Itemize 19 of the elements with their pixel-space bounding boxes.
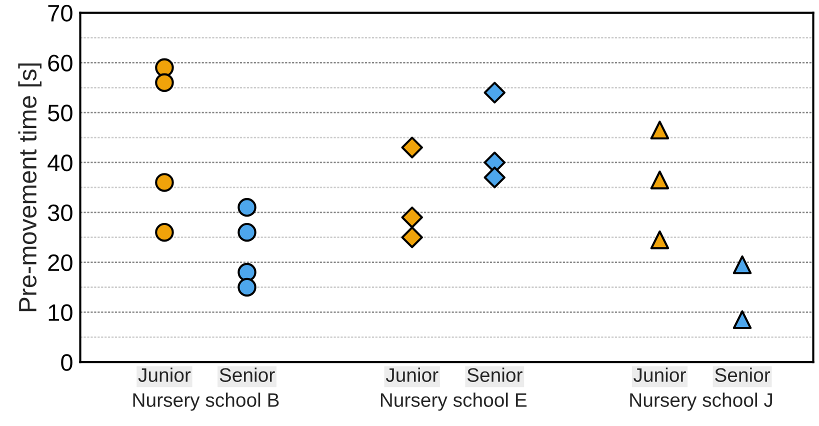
x-tick-label: Junior (138, 368, 191, 382)
y-tick-label: 30 (48, 204, 72, 222)
y-tick-label: 40 (48, 154, 72, 172)
text: Nursery school B (133, 392, 279, 411)
y-tick-label: 10 (48, 304, 72, 321)
y-tick-label: 70 (48, 4, 72, 22)
x-tick-label: Junior (386, 368, 438, 382)
point (650, 230, 670, 250)
text: Nursery school E (380, 392, 527, 411)
y-tick-label: 50 (48, 104, 72, 122)
y-axis-title: Pre-movement time [s] (18, 63, 42, 312)
y-tick-label: 20 (48, 254, 72, 272)
x-tick-label: Senior (467, 368, 522, 382)
y-tick-label: 0 (61, 354, 72, 371)
x-tick-label: Senior (220, 368, 275, 382)
y-tick-label: 60 (48, 54, 72, 72)
x-tick-label: Junior (634, 368, 686, 382)
x-tick-label: Senior (715, 368, 770, 382)
text: Nursery school J (630, 392, 772, 411)
